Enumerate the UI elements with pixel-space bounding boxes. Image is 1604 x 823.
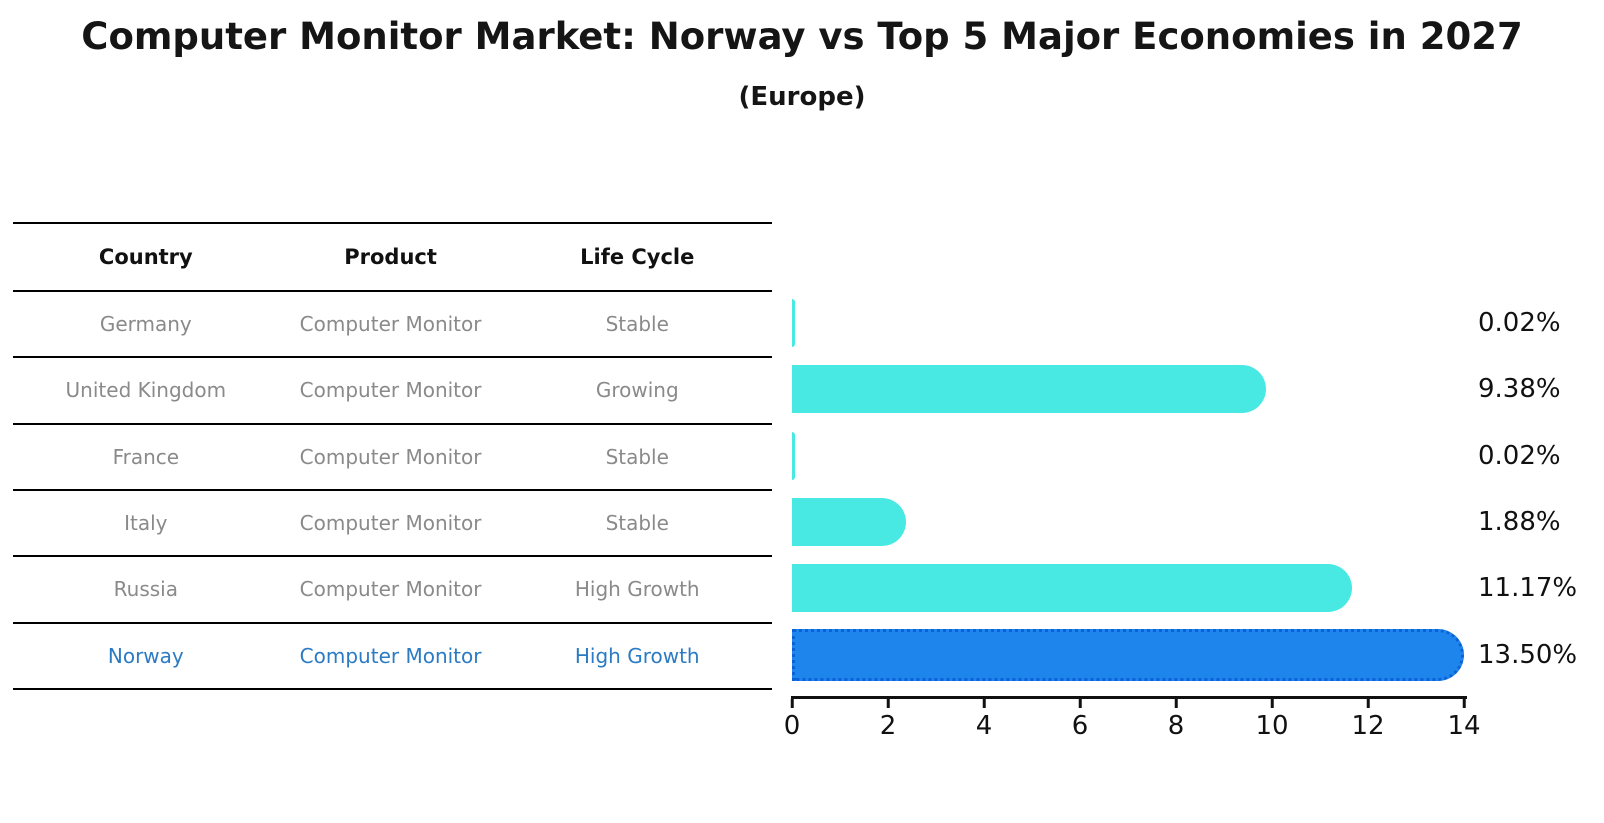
x-axis-tick-label: 6 <box>1071 711 1089 741</box>
table-cell-country: United Kingdom <box>65 378 227 403</box>
table-header-product: Product <box>344 245 437 269</box>
x-axis-line <box>791 696 1467 699</box>
bar-russia <box>792 564 1353 613</box>
x-axis-tick <box>1366 699 1370 708</box>
bar-value-label: 11.17% <box>1478 573 1578 604</box>
x-axis-tick-label: 2 <box>879 711 897 741</box>
table-cell-product: Computer Monitor <box>299 378 482 403</box>
table-cell-country: Norway <box>107 643 184 668</box>
bar-value-label: 1.88% <box>1478 507 1561 538</box>
table-cell-country: France <box>112 444 180 469</box>
value-row-france: 0.02% <box>1478 423 1577 489</box>
x-axis-tick-label: 12 <box>1351 711 1385 741</box>
x-axis-tick <box>1462 699 1466 708</box>
table-body: Germany Computer Monitor Stable United King… <box>13 292 772 690</box>
x-axis-tick-label: 8 <box>1167 711 1185 741</box>
table-cell-country: Russia <box>113 577 178 602</box>
x-axis-tick-label: 10 <box>1255 711 1289 741</box>
bar-value-label: 0.02% <box>1478 308 1561 339</box>
x-axis-tick-label: 0 <box>783 711 801 741</box>
x-axis: 0 2 4 6 8 10 12 14 <box>784 696 1481 756</box>
table-cell-product: Computer Monitor <box>299 444 482 469</box>
bar-value-labels: 0.02% 9.38% 0.02% 1.88% 11.17% 13.50% <box>1478 290 1577 688</box>
x-axis-tick <box>790 699 794 708</box>
bar-row-germany <box>792 290 1464 356</box>
bar-row-norway <box>792 622 1464 688</box>
chart-title: Computer Monitor Market: Norway vs Top 5… <box>81 15 1523 58</box>
value-row-germany: 0.02% <box>1478 290 1577 356</box>
table-cell-product: Computer Monitor <box>299 511 482 536</box>
table-row-france: France Computer Monitor Stable <box>13 425 772 491</box>
table-header-country: Country <box>98 245 193 269</box>
table-cell-country: Germany <box>99 312 192 337</box>
x-axis-tick-label: 14 <box>1447 711 1481 741</box>
table-row-italy: Italy Computer Monitor Stable <box>13 491 772 558</box>
table-cell-product: Computer Monitor <box>299 312 482 337</box>
table-header-row: Country Product Life Cycle <box>13 224 772 292</box>
country-table: Country Product Life Cycle Germany Comput… <box>13 222 772 690</box>
table-header-life-cycle: Life Cycle <box>580 245 695 269</box>
x-axis-tick <box>1078 699 1082 708</box>
bar-row-italy <box>792 489 1464 555</box>
bar-value-label: 0.02% <box>1478 440 1561 471</box>
value-row-united-kingdom: 9.38% <box>1478 356 1577 422</box>
value-row-norway: 13.50% <box>1478 622 1577 688</box>
bar-united-kingdom <box>792 365 1267 414</box>
table-cell-country: Italy <box>124 511 168 536</box>
bar-row-russia <box>792 555 1464 621</box>
chart-subtitle: (Europe) <box>738 82 866 112</box>
x-axis-tick <box>982 699 986 708</box>
bar-italy <box>792 498 907 547</box>
bar-value-label: 13.50% <box>1478 639 1578 670</box>
bar-germany <box>792 299 795 348</box>
x-axis-tick <box>1270 699 1274 708</box>
x-axis-tick <box>886 699 890 708</box>
bar-row-france <box>792 423 1464 489</box>
table-cell-product: Computer Monitor <box>299 577 482 602</box>
table-row-norway: Norway Computer Monitor High Growth <box>13 624 772 690</box>
bar-row-united-kingdom <box>792 356 1464 422</box>
x-axis-tick-label: 4 <box>975 711 993 741</box>
table-cell-product: Computer Monitor <box>299 643 482 668</box>
x-axis-tick <box>1174 699 1178 708</box>
table-cell-life-cycle: Growing <box>595 378 679 403</box>
table-cell-life-cycle: Stable <box>605 312 669 337</box>
bar-value-label: 9.38% <box>1478 374 1561 405</box>
table-row-united-kingdom: United Kingdom Computer Monitor Growing <box>13 358 772 425</box>
table-cell-life-cycle: High Growth <box>574 643 700 668</box>
value-row-russia: 11.17% <box>1478 555 1577 621</box>
table-cell-life-cycle: Stable <box>605 444 669 469</box>
bar-plot <box>792 290 1464 688</box>
bar-france <box>792 431 795 480</box>
table-cell-life-cycle: High Growth <box>574 577 700 602</box>
table-row-russia: Russia Computer Monitor High Growth <box>13 557 772 624</box>
bar-norway <box>792 628 1464 681</box>
value-row-italy: 1.88% <box>1478 489 1577 555</box>
table-cell-life-cycle: Stable <box>605 511 669 536</box>
table-row-germany: Germany Computer Monitor Stable <box>13 292 772 359</box>
